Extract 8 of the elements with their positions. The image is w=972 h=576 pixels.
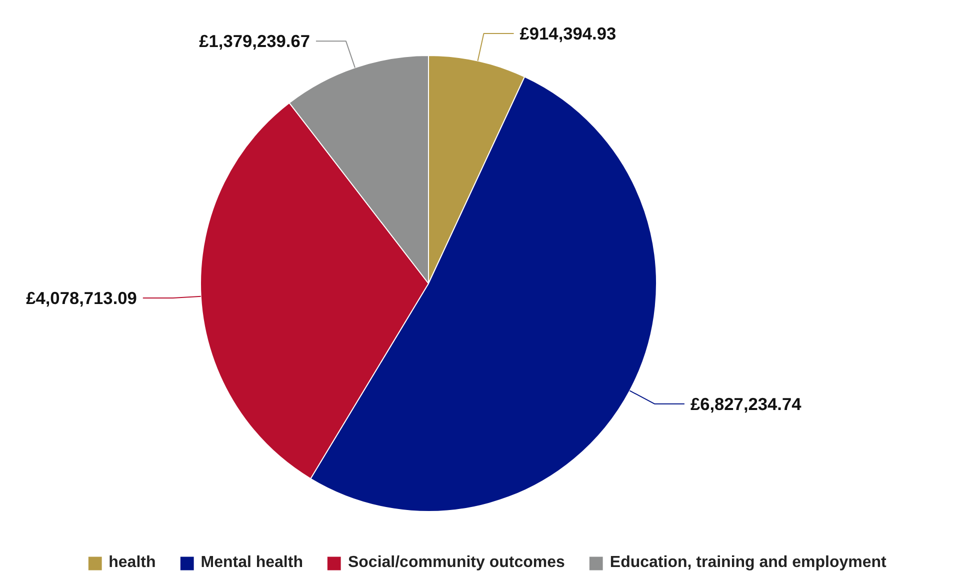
legend-label: Social/community outcomes	[348, 554, 565, 572]
data-label: £914,394.93	[520, 24, 616, 44]
legend-label: health	[108, 554, 156, 572]
legend-label: Education, training and employment	[610, 554, 886, 572]
legend-label: Mental health	[200, 554, 303, 572]
data-label: £6,827,234.74	[690, 394, 802, 414]
data-label: £1,379,239.67	[199, 31, 310, 52]
data-label: £4,078,713.09	[26, 288, 137, 308]
